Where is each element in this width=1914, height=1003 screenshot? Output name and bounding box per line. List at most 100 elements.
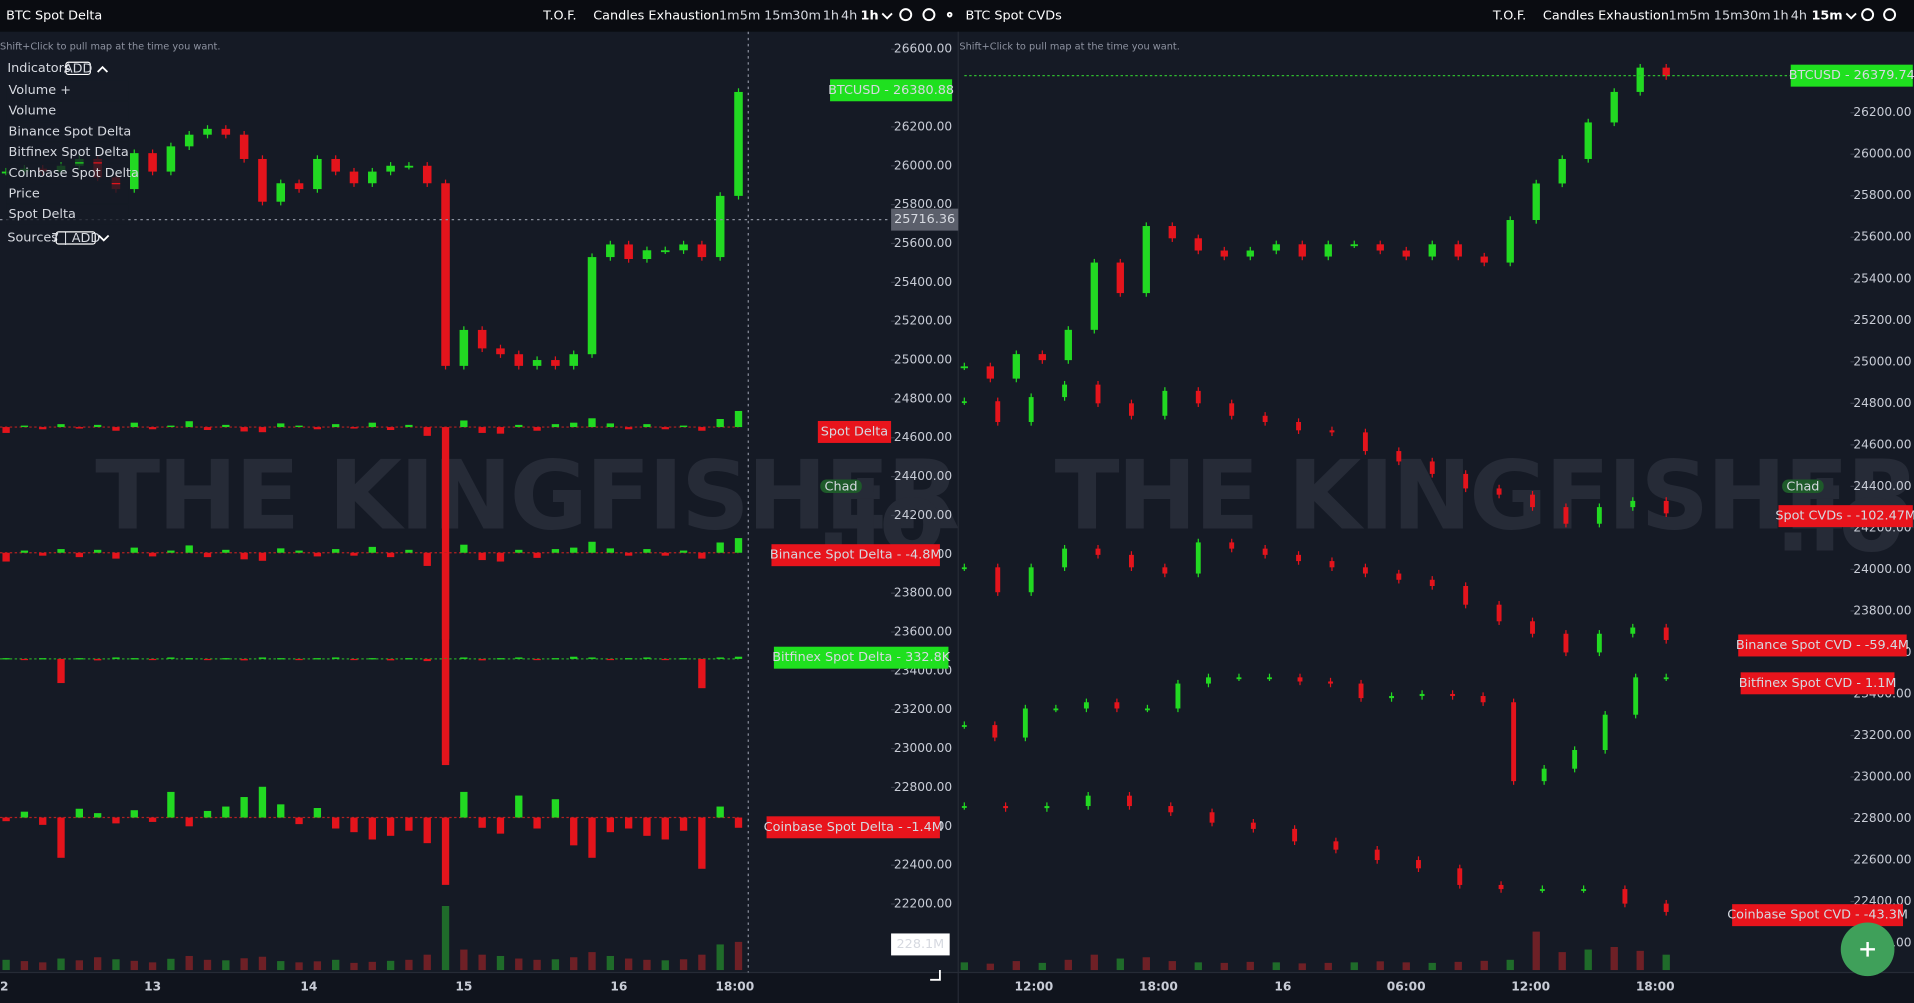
indicator-item[interactable]: Bitfinex Spot Delta — [9, 145, 129, 160]
delta-bar — [295, 658, 303, 661]
interval-button[interactable]: 1m — [719, 8, 740, 23]
delta-bar — [515, 657, 523, 659]
tool-button[interactable]: T.O.F. — [542, 8, 576, 23]
toolbar-icon[interactable] — [922, 8, 936, 22]
cvd-candle — [1296, 554, 1301, 562]
price-tag-label: 228.1M — [897, 937, 945, 952]
price-tag — [891, 208, 959, 231]
delta-bar — [240, 427, 248, 432]
price-candle — [294, 183, 304, 190]
hint: Shift+Click to pull map at the time you … — [959, 41, 1179, 52]
delta-bar — [130, 810, 138, 818]
indicator-item[interactable]: Price — [9, 187, 40, 202]
sources-chevron[interactable] — [98, 234, 110, 242]
y-tick-label: 24000.00 — [1853, 562, 1911, 576]
delta-bar — [716, 806, 724, 818]
cvd-candle — [1128, 554, 1134, 568]
delta-bar — [167, 657, 175, 659]
y-tick-label: 22400.00 — [894, 858, 952, 872]
interval-button[interactable]: 1h — [823, 8, 839, 23]
delta-bar — [460, 420, 468, 428]
price-candle — [239, 134, 249, 159]
indicator-item[interactable]: Volume + — [9, 83, 71, 98]
cvd-candle — [1463, 586, 1469, 605]
cvd-candle — [1209, 812, 1215, 823]
delta-bar — [588, 657, 596, 659]
delta-bar — [624, 817, 633, 829]
y-tick-label: 25400.00 — [1853, 271, 1911, 285]
delta-bar — [661, 658, 669, 661]
active-interval[interactable]: 1h — [861, 8, 879, 23]
delta-bar — [295, 550, 303, 553]
delta-bar — [734, 656, 743, 659]
delta-bar — [185, 545, 193, 553]
toolbar-icon[interactable] — [946, 11, 953, 18]
indicator-item[interactable]: Spot Delta — [9, 207, 76, 222]
delta-bar — [277, 423, 285, 428]
delta-bar — [185, 421, 193, 428]
delta-bar — [423, 817, 431, 844]
delta-bar — [313, 427, 322, 430]
y-tick-label: 26000.00 — [894, 158, 952, 172]
interval-button[interactable]: 5m — [1689, 8, 1710, 23]
indicator-item[interactable]: Coinbase Spot Delta — [9, 166, 139, 181]
volume-bar — [1038, 962, 1046, 971]
volume-bar — [350, 962, 358, 971]
sources-add-box[interactable] — [55, 231, 96, 245]
delta-bar — [130, 422, 138, 428]
interval-button[interactable]: 4h — [1791, 8, 1807, 23]
interval-button[interactable]: 4h — [841, 8, 857, 23]
delta-bar — [734, 410, 743, 428]
interval-button[interactable]: 15m — [1714, 8, 1743, 23]
volume-bar — [1220, 962, 1228, 971]
indicators-add-box[interactable] — [65, 61, 91, 76]
active-interval[interactable]: 15m — [1811, 8, 1842, 23]
volume-bar — [716, 944, 724, 971]
delta-bar — [39, 658, 47, 660]
cvd-candle — [1389, 696, 1394, 699]
toolbar-icon[interactable] — [1883, 8, 1897, 22]
indicator-item[interactable]: Volume — [9, 104, 57, 119]
tool-button[interactable]: T.O.F. — [1492, 8, 1526, 23]
interval-button[interactable]: 1m — [1669, 8, 1690, 23]
price-tag — [1732, 904, 1904, 927]
interval-button[interactable]: 15m — [764, 8, 793, 23]
tool-button[interactable]: Candles Exhaustion — [1543, 8, 1669, 23]
price-tag-label: 25716.36 — [894, 212, 955, 227]
corner-icon[interactable] — [930, 970, 941, 981]
delta-bar — [496, 817, 505, 834]
volume-bar — [423, 954, 431, 971]
toolbar-icon[interactable] — [899, 8, 913, 22]
volume-bar — [460, 949, 468, 971]
tool-button[interactable]: Candles Exhaustion — [593, 8, 719, 23]
y-tick-label: 24200.00 — [894, 508, 952, 522]
price-candle — [404, 165, 414, 168]
cvd-candle — [1250, 822, 1256, 829]
price-candle — [606, 244, 615, 258]
interval-button[interactable]: 5m — [740, 8, 761, 23]
delta-bar — [588, 817, 596, 858]
delta-bar — [240, 658, 248, 661]
volume-bar — [1194, 962, 1202, 971]
volume-bar — [277, 961, 285, 971]
volume-bar — [313, 961, 322, 971]
indicator-item[interactable]: Binance Spot Delta — [9, 124, 132, 139]
volume-bar — [93, 957, 102, 971]
delta-bar — [515, 795, 523, 818]
interval-button[interactable]: 30m — [792, 8, 821, 23]
toolbar-icon[interactable] — [1861, 8, 1875, 22]
delta-bar — [551, 658, 560, 660]
price-candle — [331, 158, 340, 172]
price-tag — [891, 933, 950, 956]
indicators-chevron[interactable] — [97, 65, 109, 73]
cvd-candle — [1602, 714, 1608, 751]
interval-button[interactable]: 30m — [1742, 8, 1771, 23]
volume-bar — [1272, 962, 1280, 971]
delta-bar — [643, 424, 651, 428]
cvd-candle — [1028, 567, 1034, 593]
delta-bar — [606, 423, 614, 428]
volume-bar — [1480, 960, 1488, 971]
volume-bar — [570, 957, 578, 971]
interval-button[interactable]: 1h — [1772, 8, 1788, 23]
